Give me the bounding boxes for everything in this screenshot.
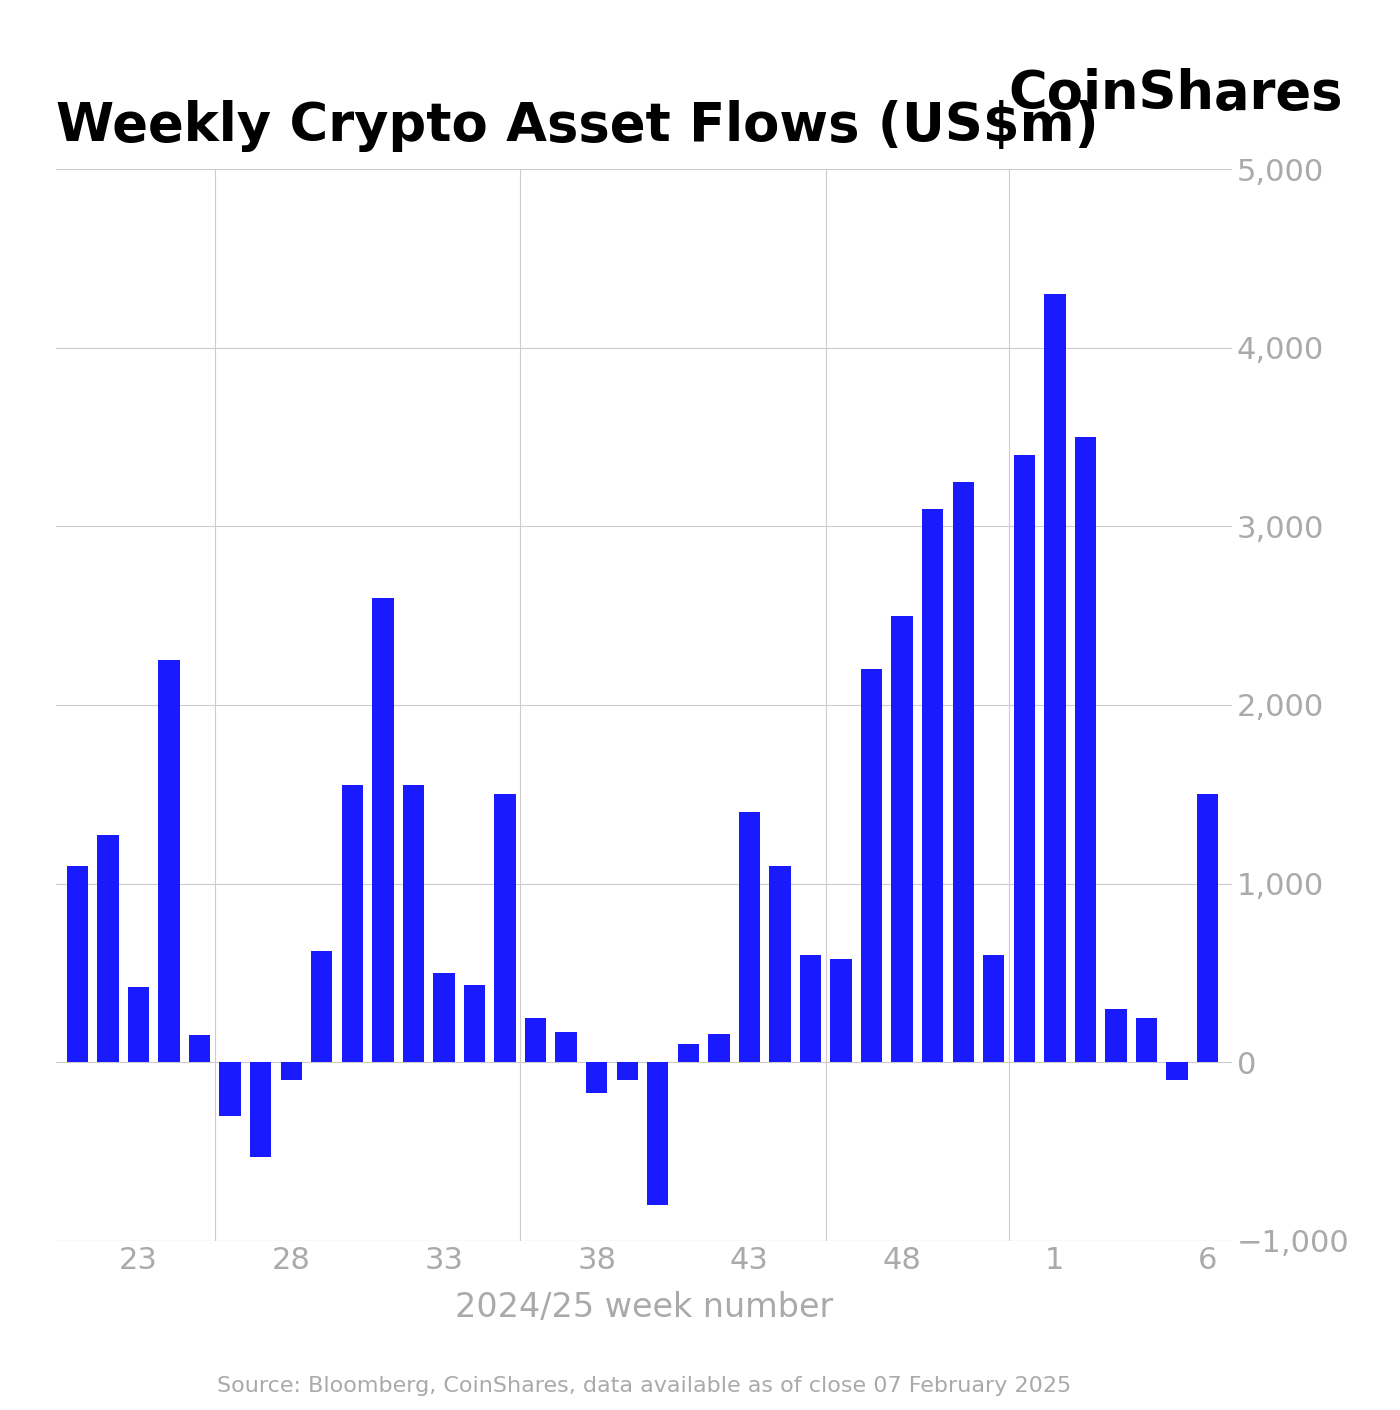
Text: Source: Bloomberg, CoinShares, data available as of close 07 February 2025: Source: Bloomberg, CoinShares, data avai… xyxy=(217,1376,1071,1396)
Bar xyxy=(97,835,119,1062)
Bar xyxy=(372,598,393,1062)
Bar xyxy=(494,794,515,1062)
Bar xyxy=(1135,1018,1158,1062)
Bar xyxy=(433,973,455,1062)
Bar xyxy=(647,1062,668,1206)
Bar xyxy=(311,952,332,1062)
Bar xyxy=(189,1035,210,1062)
Bar xyxy=(463,986,486,1062)
Text: CoinShares: CoinShares xyxy=(1008,68,1343,120)
Bar xyxy=(1075,437,1096,1062)
Bar xyxy=(525,1018,546,1062)
Text: Weekly Crypto Asset Flows (US$m): Weekly Crypto Asset Flows (US$m) xyxy=(56,100,1099,152)
Bar xyxy=(739,812,760,1062)
Bar xyxy=(158,660,179,1062)
Bar xyxy=(1014,455,1035,1062)
Bar xyxy=(952,482,974,1062)
Bar xyxy=(799,955,822,1062)
Bar xyxy=(280,1062,302,1080)
Bar xyxy=(983,955,1004,1062)
Bar xyxy=(342,785,363,1062)
Bar xyxy=(616,1062,638,1080)
Bar xyxy=(1105,1008,1127,1062)
Bar xyxy=(1197,794,1218,1062)
Bar xyxy=(251,1062,272,1156)
Bar xyxy=(678,1045,699,1062)
Bar xyxy=(861,670,882,1062)
Bar xyxy=(556,1032,577,1062)
X-axis label: 2024/25 week number: 2024/25 week number xyxy=(455,1292,833,1324)
Bar xyxy=(127,987,150,1062)
Bar xyxy=(708,1034,729,1062)
Bar xyxy=(587,1062,608,1093)
Bar xyxy=(1044,295,1065,1062)
Bar xyxy=(1166,1062,1187,1080)
Bar xyxy=(220,1062,241,1115)
Bar xyxy=(923,509,944,1062)
Bar xyxy=(403,785,424,1062)
Bar xyxy=(769,866,791,1062)
Bar xyxy=(892,616,913,1062)
Bar xyxy=(67,866,88,1062)
Bar xyxy=(830,959,851,1062)
